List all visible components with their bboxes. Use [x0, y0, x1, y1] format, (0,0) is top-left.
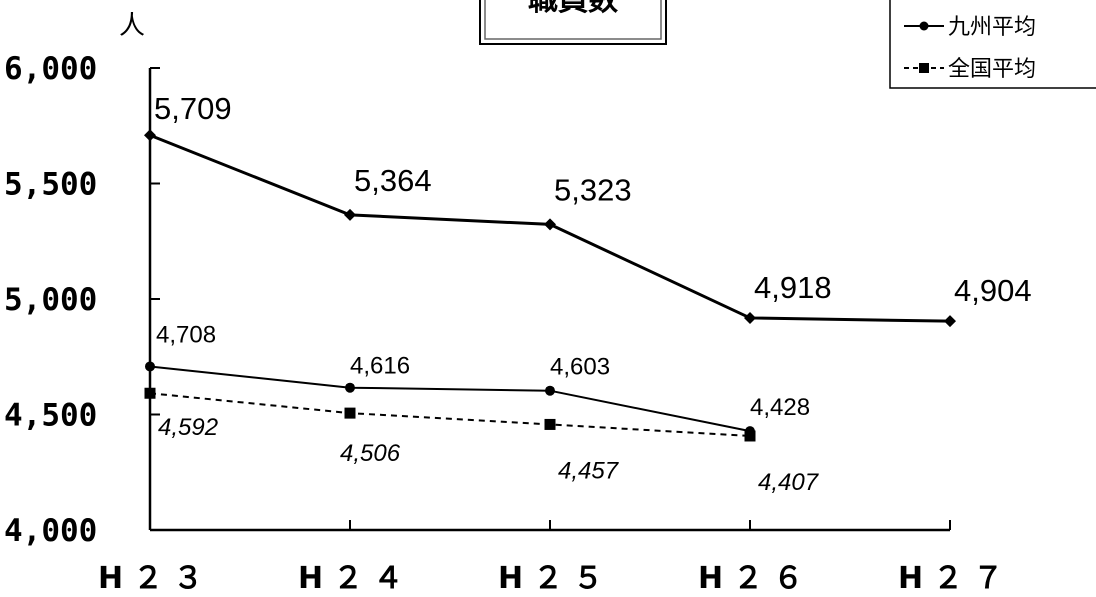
series-kyushu-avg-line [149, 365, 751, 433]
x-tick-label: H２５ [498, 561, 613, 596]
legend-label-national: 全国平均 [948, 57, 1036, 82]
y-tick-label: 5,000 [4, 282, 97, 318]
series-total-point [144, 129, 156, 142]
y-tick-label: 5,500 [4, 167, 97, 203]
series-national-avg-data-label: 4,407 [758, 469, 820, 496]
legend-item-national: 全国平均 [904, 57, 1036, 82]
series-kyushu-avg-point [545, 385, 555, 396]
data-labels: 5,709 5,364 5,323 4,918 4,904 4,708 4,616 4,603… [154, 91, 1032, 496]
series-kyushu-avg-data-label: 4,616 [350, 353, 410, 380]
legend: 九州平均 全国平均 [889, 0, 1096, 89]
series-national-avg-data-label: 4,506 [340, 440, 401, 467]
series-kyushu-avg-data-label: 4,708 [156, 321, 216, 348]
x-tick-label: H２４ [298, 561, 413, 596]
series-national-avg-point [344, 407, 356, 419]
legend-label-kyushu: 九州平均 [948, 15, 1036, 40]
series-total-point [744, 311, 756, 324]
series-kyushu-avg-data-label: 4,428 [750, 394, 810, 421]
series-total-data-label: 5,364 [354, 163, 432, 198]
y-tick-label: 4,000 [4, 513, 97, 549]
series-total-data-label: 4,918 [754, 270, 832, 305]
x-tick-label: H２３ [98, 561, 213, 596]
series-national-avg-point [544, 418, 556, 430]
series-national-avg-point [144, 387, 156, 399]
series-kyushu-avg-point [345, 382, 355, 393]
chart-title: 職員数 [528, 0, 619, 18]
y-ticks: 4,000 4,500 5,000 5,500 6,000 [4, 51, 160, 549]
series-kyushu-avg-point [145, 361, 155, 372]
y-tick-label: 4,500 [4, 398, 97, 434]
series-kyushu-avg-data-label: 4,603 [550, 354, 610, 381]
legend-item-kyushu: 九州平均 [904, 15, 1036, 40]
series-total-point [544, 218, 556, 231]
series-total-point [344, 208, 356, 221]
series-total-point [944, 315, 956, 328]
x-tick-label: H２７ [898, 561, 1013, 596]
series-total-data-label: 4,904 [954, 273, 1032, 308]
series-national-avg-data-label: 4,592 [158, 414, 218, 441]
y-axis-unit-label: 人 [119, 11, 145, 41]
x-ticks: H２３ H２４ H２５ H２６ H２７ [98, 520, 1013, 596]
y-tick-label: 6,000 [4, 51, 97, 87]
chart-title-box: 職員数 [479, 0, 667, 45]
series-layer [144, 129, 956, 442]
series-total-data-label: 5,709 [154, 91, 232, 126]
series-national-avg-data-label: 4,457 [558, 457, 620, 484]
series-total-data-label: 5,323 [554, 172, 632, 207]
series-national-avg-point [744, 430, 756, 442]
x-tick-label: H２６ [698, 561, 813, 596]
series-national-avg-line [149, 392, 751, 437]
